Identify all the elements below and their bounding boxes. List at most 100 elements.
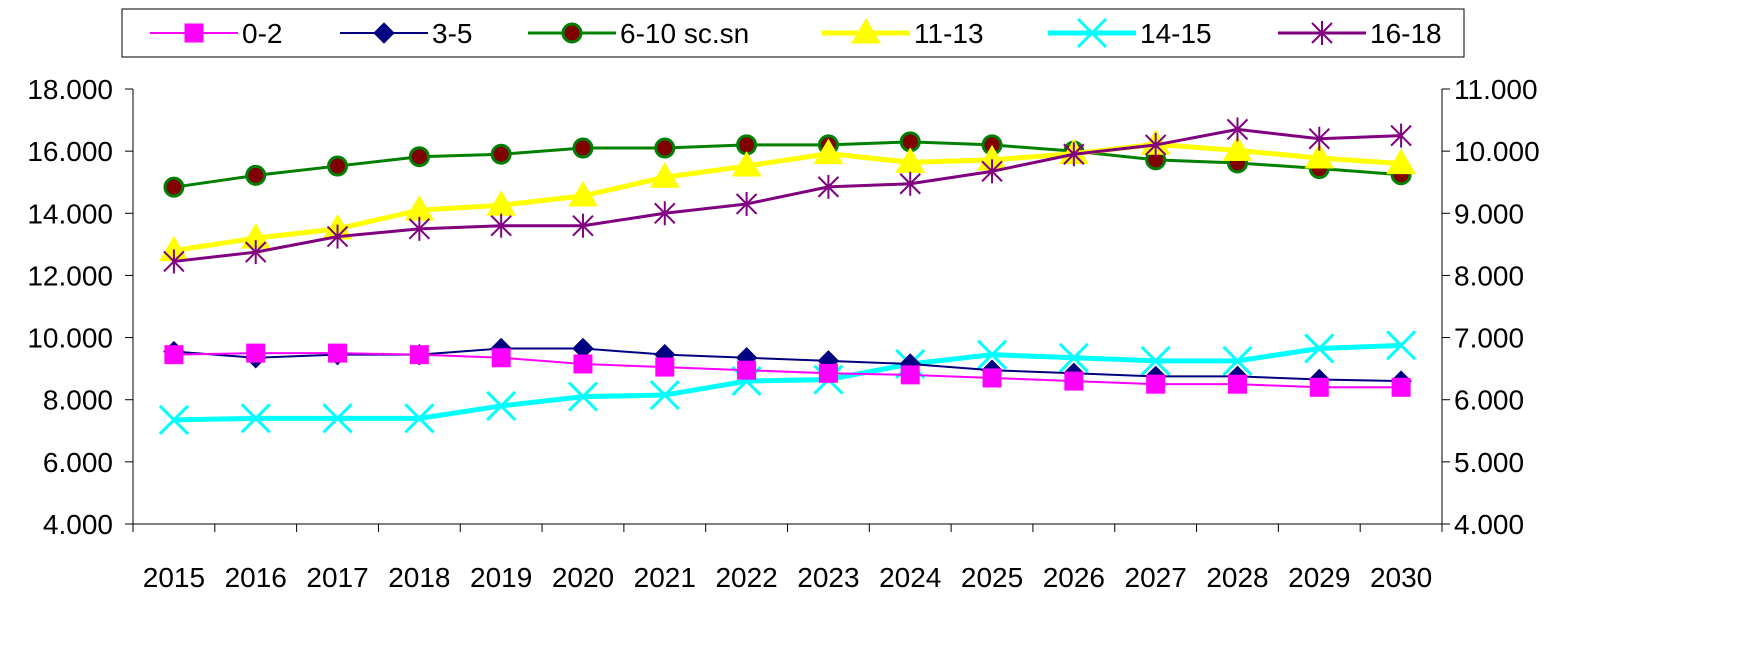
data-point [818,363,838,383]
data-point [326,224,349,249]
data-point [328,343,348,363]
data-point [1140,345,1171,376]
data-point [817,174,840,199]
data-point [1386,330,1417,361]
data-point [649,162,680,188]
legend-item: 3-5 [340,18,472,49]
series-0-2 [164,343,1411,397]
data-point [737,360,757,380]
data-point [245,164,267,186]
x-axis-tick-label: 2028 [1206,562,1268,593]
data-point [327,155,349,177]
data-point [373,22,395,44]
x-axis-tick-label: 2021 [634,562,696,593]
data-point [1144,132,1167,157]
left-axis-tick-label: 12.000 [27,260,113,291]
data-point [1390,123,1412,148]
series-line [173,342,1402,423]
x-axis-tick-label: 2023 [797,562,859,593]
series-line [173,140,1402,189]
data-point [245,240,267,265]
x-axis-tick-label: 2020 [552,562,614,593]
data-point [567,381,599,412]
legend-label: 11-13 [914,18,984,49]
data-point [573,354,593,374]
legend-box [121,8,1465,58]
data-point [649,379,680,411]
x-axis-tick-label: 2024 [879,562,941,593]
left-axis-tick-label: 16.000 [27,136,113,167]
data-point [1304,142,1335,169]
series-line [173,352,1402,389]
data-point [654,137,676,159]
legend-item: 11-13 [822,18,984,49]
left-axis-tick-label: 10.000 [27,323,113,354]
legend-label: 0-2 [242,18,282,49]
right-axis-tick-label: 4.000 [1454,509,1524,540]
data-point [163,249,185,274]
x-axis-tick-label: 2027 [1125,562,1187,593]
data-point [1063,142,1085,167]
data-point [158,404,189,435]
data-point [490,143,512,165]
data-point [568,180,598,207]
data-point [735,191,758,216]
right-axis-tick-label: 11.000 [1454,74,1538,105]
data-point [654,201,676,226]
right-axis-tick-label: 8.000 [1454,260,1524,291]
data-point [982,368,1002,388]
data-point [1222,135,1253,162]
x-axis-tick-label: 2019 [470,562,532,593]
legend-item: 16-18 [1278,18,1442,49]
data-point [899,171,921,196]
data-point [491,348,511,368]
data-point [572,213,594,238]
data-point [572,137,594,159]
x-axis-tick-label: 2016 [225,562,287,593]
data-point [1064,371,1084,391]
data-point [561,22,583,44]
data-point [1386,148,1416,175]
left-axis-tick-label: 6.000 [43,447,113,478]
axes: 4.000 6.000 8.000 10.000 12.000 14.000 16.000 1… [27,74,1539,593]
legend-item: 14-15 [1048,17,1212,49]
x-axis-tick-label: 2022 [715,562,777,593]
data-point [1391,377,1411,397]
series-line [173,141,1402,254]
left-axis-tick-label: 18.000 [27,74,113,105]
legend-item: 6-10 sc.sn [528,18,749,49]
x-axis-tick-label: 2018 [388,562,450,593]
legend-label: 6-10 sc.sn [620,18,749,49]
right-axis-tick-label: 6.000 [1454,385,1524,416]
series-layer [158,117,1417,435]
legend-item: 0-2 [150,18,282,49]
data-point [1227,374,1247,394]
data-point [1226,117,1249,142]
x-axis-tick-label: 2015 [143,562,205,593]
x-axis-tick-label: 2025 [961,562,1023,593]
series-line [173,127,1402,263]
x-axis-tick-label: 2017 [306,562,368,593]
data-point [900,365,920,385]
data-point [813,138,844,165]
data-point [404,403,435,434]
right-axis-tick-label: 5.000 [1454,447,1524,478]
data-point [1311,21,1333,45]
x-axis-tick-label: 2026 [1043,562,1105,593]
data-point [164,345,184,365]
data-point [851,18,881,44]
data-point [1146,374,1166,394]
series-14-15 [158,330,1417,435]
data-point [240,403,271,434]
legend-label: 14-15 [1140,18,1212,49]
legend: 0-2 3-5 6-10 sc.sn 11-13 14-15 16-18 [121,8,1465,58]
right-axis-tick-label: 10.000 [1454,136,1540,167]
series-6-10-sc-sn [163,131,1412,198]
left-axis-tick-label: 14.000 [27,198,113,229]
legend-label: 3-5 [432,18,472,49]
data-point [486,390,517,421]
data-point [731,151,762,177]
data-point [246,343,266,363]
data-point [981,159,1003,184]
x-axis-tick-label: 2029 [1288,562,1350,593]
